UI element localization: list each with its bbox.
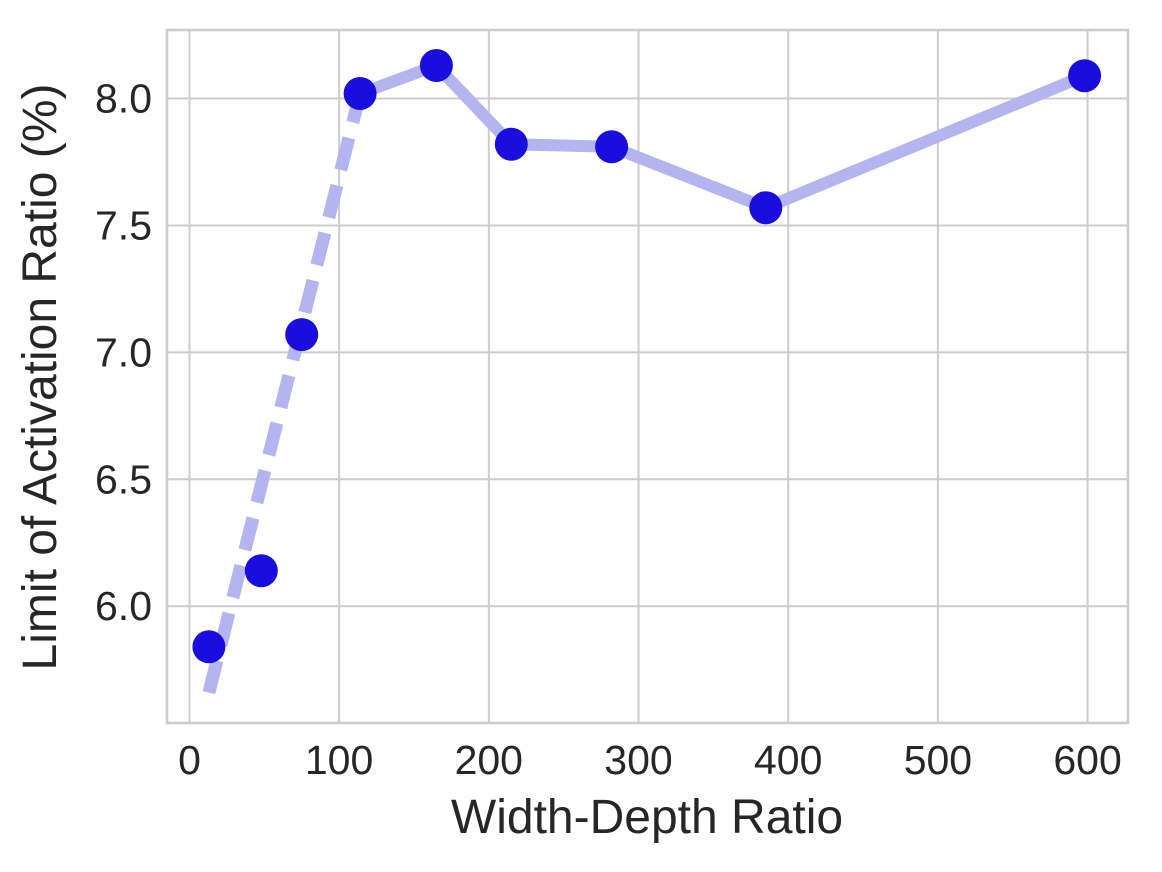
fit-line-dashed [202,91,367,695]
data-point [1068,59,1102,93]
data-point [343,77,377,110]
x-tick-labels: 0 100 200 300 400 500 600 [178,737,1122,783]
x-tick-label: 200 [455,737,523,783]
series [192,49,1102,695]
plot-area [167,30,1128,723]
y-axis-label: Limit of Activation Ratio (%) [14,84,67,671]
plot-border [165,28,1130,725]
y-tick-label: 6.0 [95,583,152,629]
x-tick-label: 400 [754,737,822,783]
y-tick-label: 7.0 [95,329,152,375]
grid [167,30,1128,723]
x-axis-label: Width-Depth Ratio [451,791,843,844]
data-point [285,318,319,352]
x-tick-label: 600 [1053,737,1121,783]
y-tick-label: 8.0 [95,76,152,122]
y-tick-labels: 6.0 6.5 7.0 7.5 8.0 [95,76,152,630]
x-tick-label: 500 [904,737,972,783]
x-tick-label: 0 [178,737,201,783]
data-point [494,127,528,161]
data-point [595,130,629,164]
x-tick-label: 100 [305,737,373,783]
x-tick-label: 300 [604,737,672,783]
data-point [244,554,278,588]
data-point [192,630,226,664]
data-point [419,49,453,82]
y-tick-label: 6.5 [95,456,152,502]
y-tick-label: 7.5 [95,203,152,249]
data-point [749,191,783,225]
